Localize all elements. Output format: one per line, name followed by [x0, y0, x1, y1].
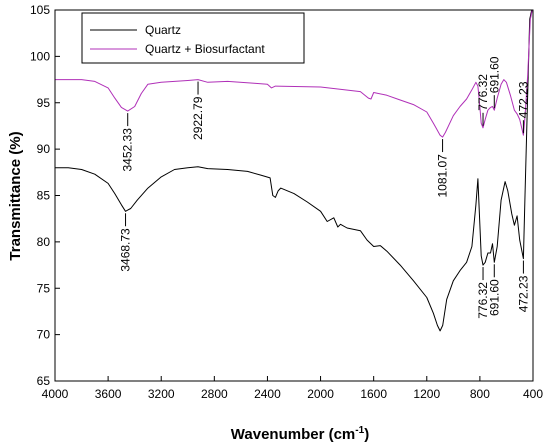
peak-label: 2922.79: [191, 96, 205, 140]
y-tick-label: 65: [37, 374, 51, 388]
x-tick-label: 800: [470, 387, 490, 401]
x-tick-label: 3600: [95, 387, 122, 401]
y-axis-title: Transmittance (%): [7, 131, 24, 260]
peak-label: 776.32: [476, 282, 490, 319]
y-tick-label: 90: [37, 142, 51, 156]
x-tick-label: 1200: [413, 387, 440, 401]
series-line-quartz-biosurfactant: [55, 9, 533, 138]
x-tick-label: 2400: [254, 387, 281, 401]
annotations: 3452.332922.791081.07776.32691.60472.233…: [118, 56, 530, 319]
x-tick-label: 3200: [148, 387, 175, 401]
peak-label: 776.32: [476, 74, 490, 111]
y-tick-label: 85: [37, 189, 51, 203]
x-tick-label: 1600: [360, 387, 387, 401]
peak-label: 472.23: [516, 275, 530, 312]
y-tick-label: 105: [30, 3, 50, 17]
y-tick-label: 75: [37, 281, 51, 295]
x-tick-label: 4000: [42, 387, 69, 401]
y-tick-label: 95: [37, 96, 51, 110]
peak-label: 691.60: [487, 279, 501, 316]
plot-frame: [54, 9, 534, 382]
peak-label: 472.23: [516, 81, 530, 118]
legend-box: [81, 12, 305, 64]
x-tick-label: 400: [523, 387, 543, 401]
peak-label: 3468.73: [118, 228, 132, 272]
legend: Quartz Quartz + Biosurfactant: [81, 12, 305, 64]
x-tick-label: 2800: [201, 387, 228, 401]
series-group: [55, 9, 533, 332]
axis-ticks: 4000 3600 3200 2800 2400 2000 1600 1200 800 400 65…: [30, 3, 543, 401]
peak-label: 1081.07: [436, 154, 450, 198]
legend-label-quartz: Quartz: [145, 23, 181, 37]
x-tick-label: 2000: [307, 387, 334, 401]
legend-label-biosurfactant: Quartz + Biosurfactant: [145, 42, 265, 56]
y-tick-label: 80: [37, 235, 51, 249]
x-axis-title: Wavenumber (cm-1): [231, 425, 369, 443]
peak-label: 691.60: [487, 56, 501, 93]
y-tick-label: 70: [37, 328, 51, 342]
series-line-quartz: [55, 9, 533, 332]
peak-label: 3452.33: [121, 128, 135, 172]
y-tick-label: 100: [30, 49, 50, 63]
